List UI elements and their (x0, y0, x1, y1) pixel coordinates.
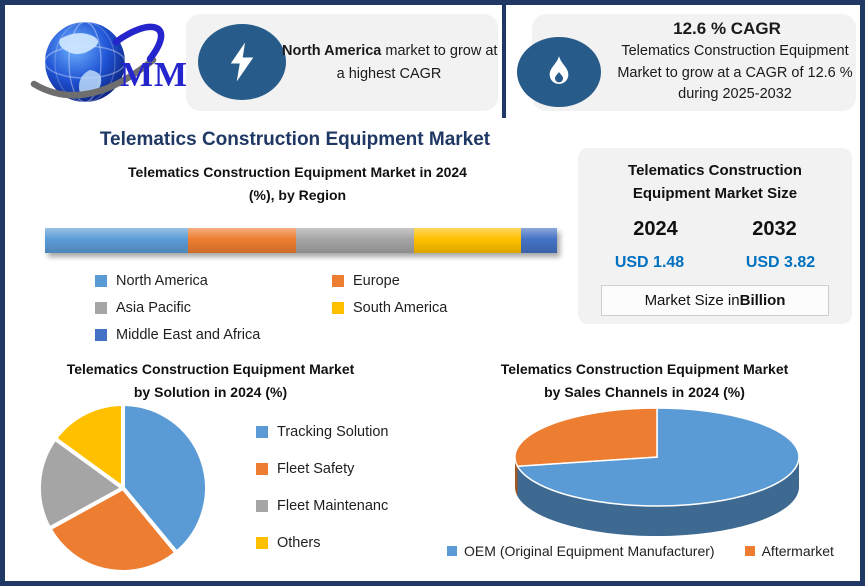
solution-chart-title-line1: Telematics Construction Equipment Market (66, 361, 355, 377)
region-stacked-bar (45, 228, 557, 253)
sales-legend: OEM (Original Equipment Manufacturer) Aft… (428, 543, 853, 559)
legend-label: Middle East and Africa (116, 327, 261, 343)
legend-swatch (256, 500, 268, 512)
legend-item: Fleet Maintenanc (256, 498, 389, 514)
pie-slice (36, 436, 125, 531)
header-divider (502, 5, 506, 118)
solution-chart-title-line2: by Solution in 2024 (%) (133, 384, 288, 401)
flame-badge (517, 37, 601, 107)
year-end: 2032 (752, 217, 797, 240)
legend-label: Fleet Safety (277, 461, 355, 477)
note-prefix: Market Size in (644, 291, 740, 309)
legend-item: Asia Pacific (95, 300, 332, 316)
legend-item: Others (256, 535, 389, 551)
pie-slice (514, 407, 658, 467)
legend-item: OEM (Original Equipment Manufacturer) (447, 543, 715, 559)
legend-item: Middle East and Africa (95, 327, 332, 343)
callout-line-2: a highest CAGR (336, 65, 442, 82)
sales-chart-title: Telematics Construction Equipment Market… (437, 358, 852, 404)
legend-swatch (95, 329, 107, 341)
legend-swatch (95, 302, 107, 314)
value-end: USD 3.82 (745, 253, 816, 271)
bar-segment (413, 228, 522, 253)
callout-cagr: 12.6 % CAGR Telematics Construction Equi… (517, 14, 856, 111)
solution-legend: Tracking Solution Fleet Safety Fleet Maint… (256, 424, 389, 551)
legend-item: Aftermarket (744, 543, 834, 559)
pie-slice (53, 401, 125, 490)
region-legend: North America Europe Asia Pacific South Ame… (95, 273, 557, 343)
callout-north-america: North America market to grow at a highes… (186, 14, 498, 111)
legend-label: South America (353, 300, 448, 316)
bar-segment (188, 228, 296, 253)
legend-swatch (256, 426, 268, 438)
legend-swatch (447, 546, 458, 556)
legend-swatch (332, 275, 344, 287)
region-chart-title-line2: (%), by Region (248, 187, 347, 204)
legend-swatch (332, 302, 344, 314)
market-size-title-line2: Equipment Market Size (632, 185, 798, 203)
legend-item: North America (95, 273, 332, 289)
globe-icon (30, 21, 165, 103)
value-start: USD 1.48 (614, 253, 685, 271)
note-unit: Billion (739, 291, 786, 309)
legend-label: Asia Pacific (116, 300, 191, 316)
legend-label: Tracking Solution (277, 424, 389, 440)
legend-label: Europe (353, 273, 400, 289)
bar-segment (521, 228, 557, 253)
lightning-badge (198, 24, 286, 100)
legend-label: OEM (Original Equipment Manufacturer) (464, 543, 715, 559)
page-title: Telematics Construction Equipment Market (99, 129, 491, 150)
legend-label: Others (277, 535, 321, 551)
solution-pie (36, 401, 209, 574)
solution-chart-title: Telematics Construction Equipment Market… (18, 358, 403, 404)
legend-swatch (256, 537, 268, 549)
pie-3d-side (514, 457, 518, 497)
lightning-icon (230, 42, 254, 82)
pie-3d-side (517, 457, 800, 537)
market-size-years: 2024 2032 (578, 206, 852, 241)
cagr-description: Telematics Construction Equipment Market… (617, 42, 853, 103)
legend-item: Fleet Safety (256, 461, 389, 477)
legend-label: Aftermarket (761, 543, 834, 559)
pie-slice (121, 402, 209, 555)
company-logo: MMR (28, 12, 213, 112)
legend-swatch (95, 275, 107, 287)
pie-slice (47, 486, 179, 574)
legend-swatch (256, 463, 268, 475)
region-chart-title-line1: Telematics Construction Equipment Market… (128, 164, 467, 180)
callout-highlight: North America (282, 43, 382, 60)
legend-swatch (744, 546, 755, 556)
market-size-card: Telematics Construction Equipment Market… (578, 148, 852, 324)
market-size-values: USD 1.48 USD 3.82 (578, 241, 852, 272)
pie-slice (516, 407, 800, 507)
sales-pie (514, 407, 800, 537)
legend-label: North America (116, 273, 208, 289)
bar-segment (295, 228, 414, 253)
year-start: 2024 (633, 217, 678, 240)
legend-label: Fleet Maintenanc (277, 498, 389, 514)
sales-chart-title-line2: by Sales Channels in 2024 (%) (544, 384, 745, 401)
callout-north-america-text: North America market to grow at a highes… (282, 14, 498, 111)
region-chart-title: Telematics Construction Equipment Market… (30, 161, 565, 207)
legend-item: South America (332, 300, 557, 316)
callout-cagr-text: 12.6 % CAGR Telematics Construction Equi… (604, 14, 852, 111)
legend-item: Tracking Solution (256, 424, 389, 440)
sales-chart-title-line1: Telematics Construction Equipment Market (500, 361, 789, 377)
callout-line-1: North America market to grow at (282, 40, 498, 62)
callout-rest: market to grow at (381, 43, 498, 60)
flame-icon (549, 56, 569, 84)
market-size-note: Market Size in Billion (601, 284, 829, 316)
cagr-value: 12.6 % CAGR (673, 18, 781, 38)
market-size-title: Telematics Construction Equipment Market… (578, 148, 852, 206)
market-size-title-line1: Telematics Construction (628, 162, 802, 179)
legend-item: Europe (332, 273, 557, 289)
bar-segment (45, 228, 189, 253)
